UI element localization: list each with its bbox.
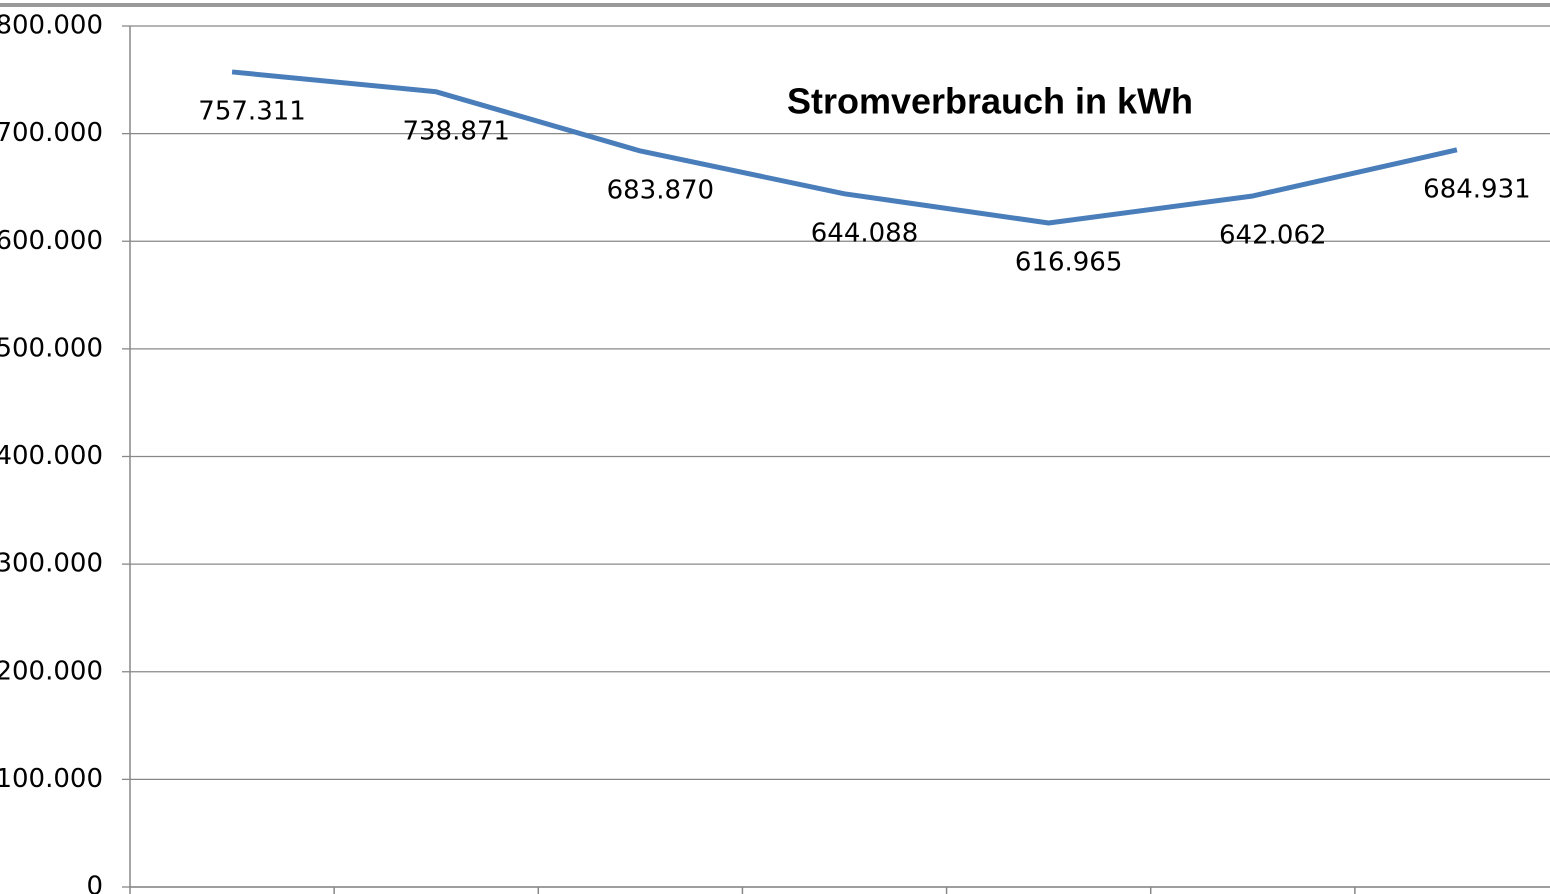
- y-tick-label: 800.000: [0, 11, 103, 41]
- chart-title: Stromverbrauch in kWh: [787, 81, 1193, 122]
- data-line: [231, 69, 1458, 226]
- y-tick-label: 200.000: [0, 656, 103, 686]
- y-tick-label: 600.000: [0, 226, 103, 256]
- data-label: 616.965: [1015, 247, 1123, 277]
- y-tick-label: 700.000: [0, 118, 103, 148]
- y-tick-label: 500.000: [0, 333, 103, 363]
- data-label: 644.088: [811, 218, 919, 248]
- data-label: 738.871: [402, 116, 510, 146]
- data-label: 683.870: [607, 175, 715, 205]
- data-label: 642.062: [1219, 220, 1327, 250]
- data-label: 684.931: [1423, 174, 1531, 204]
- data-label: 757.311: [198, 96, 306, 126]
- y-tick-label: 300.000: [0, 549, 103, 579]
- y-tick-label: 100.000: [0, 764, 103, 794]
- y-tick-label: 0: [86, 872, 103, 894]
- y-tick-label: 400.000: [0, 441, 103, 471]
